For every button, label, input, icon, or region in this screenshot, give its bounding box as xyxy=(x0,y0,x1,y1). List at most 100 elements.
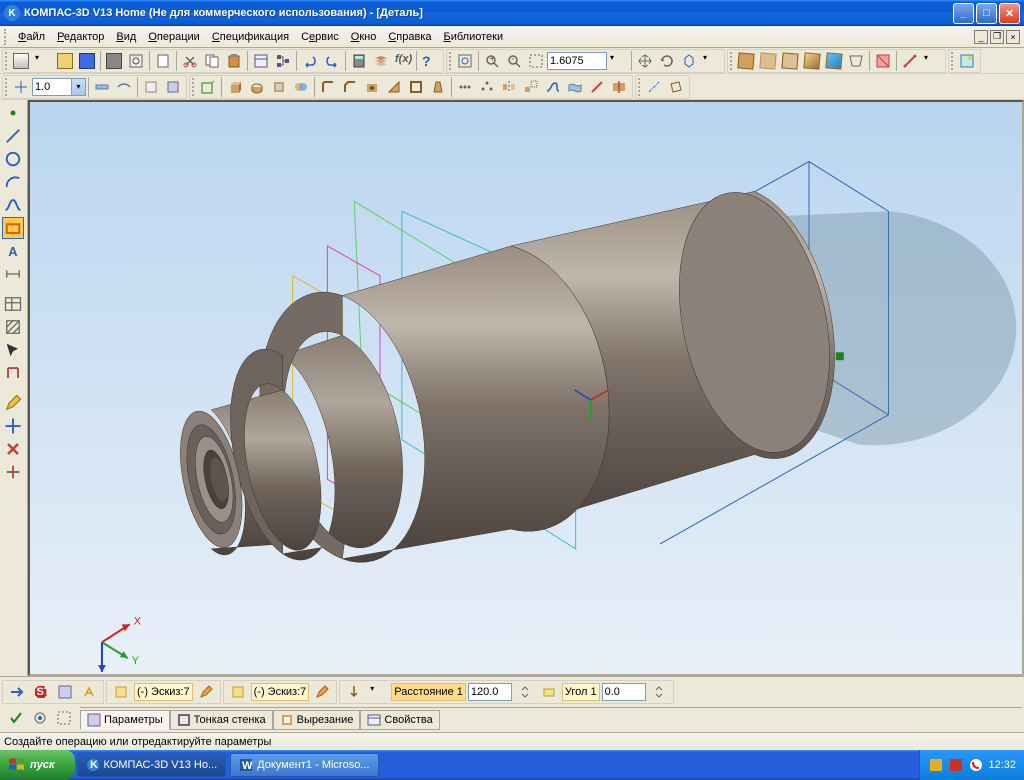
help-button[interactable]: ? xyxy=(419,50,441,72)
stop-button[interactable]: STOP xyxy=(30,681,52,703)
select-button[interactable] xyxy=(2,339,24,361)
chamfer-button[interactable] xyxy=(339,76,361,98)
section-button[interactable] xyxy=(872,50,894,72)
move-button[interactable] xyxy=(2,415,24,437)
distance-stepper[interactable] xyxy=(514,681,536,703)
open-button[interactable] xyxy=(54,50,76,72)
toolbar-handle[interactable] xyxy=(951,52,954,70)
edit-button[interactable] xyxy=(2,392,24,414)
pattern-linear-button[interactable] xyxy=(454,76,476,98)
mdi-minimize-button[interactable]: _ xyxy=(974,30,988,44)
shaded-button[interactable] xyxy=(801,50,823,72)
distance-input[interactable] xyxy=(468,683,512,701)
auto-button[interactable] xyxy=(78,681,100,703)
menu-help[interactable]: Справка xyxy=(382,29,437,45)
trim-button[interactable] xyxy=(2,461,24,483)
tab-parameters[interactable]: Параметры xyxy=(80,710,170,730)
taskbar-task-word[interactable]: W Документ1 - Microso... xyxy=(230,753,378,777)
undo-button[interactable] xyxy=(299,50,321,72)
menu-specification[interactable]: Спецификация xyxy=(206,29,295,45)
layers-button[interactable] xyxy=(370,50,392,72)
toolbar-handle[interactable] xyxy=(638,78,641,96)
taskbar-task-kompas[interactable]: K КОМПАС-3D V13 Ho... xyxy=(77,753,227,777)
scale-combo[interactable]: 1.0 ▾ xyxy=(32,78,86,96)
measure-dropdown-button[interactable]: ▾ xyxy=(921,50,943,72)
zoom-dropdown-button[interactable]: ▾ xyxy=(607,50,629,72)
pattern-circular-button[interactable] xyxy=(476,76,498,98)
3d-viewport[interactable]: X Y Z xyxy=(28,100,1024,676)
geom-spline-button[interactable] xyxy=(2,194,24,216)
toolbar-handle[interactable] xyxy=(730,52,733,70)
menu-service[interactable]: Сервис xyxy=(295,29,345,45)
save-button[interactable] xyxy=(76,50,98,72)
pan-button[interactable] xyxy=(634,50,656,72)
copy-button[interactable] xyxy=(201,50,223,72)
menu-edit[interactable]: Редактор xyxy=(51,29,110,45)
cut-extrude-button[interactable] xyxy=(268,76,290,98)
zoom-input[interactable] xyxy=(547,52,607,70)
fillet-button[interactable] xyxy=(317,76,339,98)
hole-button[interactable] xyxy=(361,76,383,98)
redo-button[interactable] xyxy=(321,50,343,72)
snap-button[interactable] xyxy=(10,76,32,98)
table-button[interactable] xyxy=(2,293,24,315)
render-button[interactable] xyxy=(956,50,978,72)
rotate-button[interactable] xyxy=(656,50,678,72)
zoom-fit-button[interactable] xyxy=(454,50,476,72)
extrude-button[interactable] xyxy=(224,76,246,98)
wireframe-button[interactable] xyxy=(735,50,757,72)
tab-thin-wall[interactable]: Тонкая стенка xyxy=(170,710,273,730)
menu-view[interactable]: Вид xyxy=(110,29,142,45)
edge-button[interactable] xyxy=(586,76,608,98)
measure-button[interactable] xyxy=(899,50,921,72)
close-button[interactable]: ✕ xyxy=(999,3,1020,24)
dim-button[interactable] xyxy=(2,263,24,285)
menu-operations[interactable]: Операции xyxy=(142,29,205,45)
geom-rect-button[interactable] xyxy=(2,217,24,239)
tree-button[interactable] xyxy=(272,50,294,72)
hidden-lines-button[interactable] xyxy=(757,50,779,72)
tool-a[interactable] xyxy=(140,76,162,98)
tool-b[interactable] xyxy=(162,76,184,98)
split-button[interactable] xyxy=(608,76,630,98)
system-tray[interactable]: 12:32 xyxy=(919,750,1024,780)
new-dropdown-button[interactable]: ▾ xyxy=(32,50,54,72)
geom-point-button[interactable] xyxy=(2,102,24,124)
dir-dropdown-button[interactable]: ▾ xyxy=(367,681,389,703)
axis-button[interactable] xyxy=(643,76,665,98)
toolbar-handle[interactable] xyxy=(192,78,195,96)
toolbar-handle[interactable] xyxy=(5,52,8,70)
curve-button[interactable] xyxy=(542,76,564,98)
mdi-restore-button[interactable]: ❐ xyxy=(990,30,1004,44)
orient-button[interactable] xyxy=(678,50,700,72)
scale-button[interactable] xyxy=(520,76,542,98)
geom-arc-button[interactable] xyxy=(2,171,24,193)
paste-button[interactable] xyxy=(223,50,245,72)
layer-btn-2[interactable] xyxy=(113,76,135,98)
zoom-in-button[interactable]: + xyxy=(481,50,503,72)
shell-button[interactable] xyxy=(405,76,427,98)
constrain-button[interactable] xyxy=(2,362,24,384)
bool-button[interactable] xyxy=(290,76,312,98)
tab-properties[interactable]: Свойства xyxy=(360,710,439,730)
start-button[interactable]: пуск xyxy=(0,750,75,780)
geom-line-button[interactable] xyxy=(2,125,24,147)
select-all-button[interactable] xyxy=(53,707,75,729)
sketch-select-a-button[interactable] xyxy=(110,681,132,703)
surface-button[interactable] xyxy=(564,76,586,98)
perspective-button[interactable] xyxy=(845,50,867,72)
shaded-edges-button[interactable] xyxy=(823,50,845,72)
mirror-button[interactable] xyxy=(498,76,520,98)
angle-stepper[interactable] xyxy=(648,681,670,703)
orient-dropdown-button[interactable]: ▾ xyxy=(700,50,722,72)
plane-button[interactable] xyxy=(665,76,687,98)
geom-circle-button[interactable] xyxy=(2,148,24,170)
sketch-button[interactable] xyxy=(197,76,219,98)
layer-btn-1[interactable] xyxy=(91,76,113,98)
menu-window[interactable]: Окно xyxy=(345,29,383,45)
cut-button[interactable] xyxy=(179,50,201,72)
preview-button[interactable] xyxy=(29,707,51,729)
tab-cut[interactable]: Вырезание xyxy=(273,710,361,730)
tray-icon-1[interactable] xyxy=(928,757,944,773)
tray-icon-3[interactable] xyxy=(968,757,984,773)
